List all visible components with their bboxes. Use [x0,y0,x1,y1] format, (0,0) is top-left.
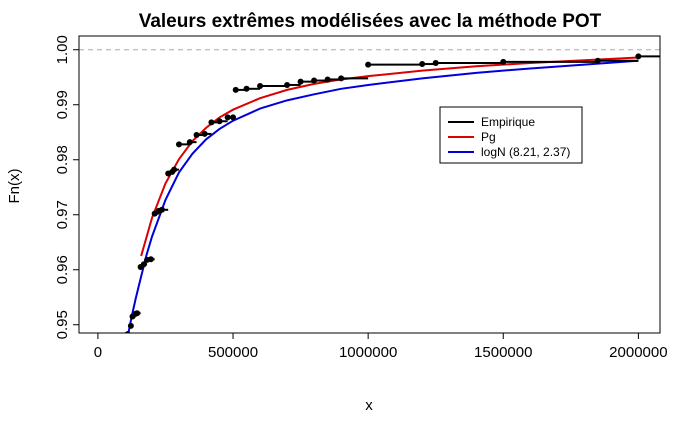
series-empirique-point [432,59,439,66]
series-empirique-point [297,78,304,85]
legend-label-logn: logN (8.21, 2.37) [481,145,570,159]
series-empirique-point [419,61,426,68]
x-tick-label: 2000000 [609,344,667,361]
series-empirique-point [124,331,131,333]
series-empirique-point [594,57,601,64]
series-empirique-point [175,141,182,148]
legend-box [439,106,583,164]
y-axis-label: Fn(x) [6,169,23,204]
chart-title: Valeurs extrêmes modélisées avec la méth… [139,11,602,32]
series-empirique-point [216,118,223,125]
y-axis: 0.95 0.96 0.97 0.98 0.99 1.00 [54,35,79,339]
x-axis: 0 500000 1000000 1500000 2000000 [94,333,668,361]
series-empirique-point [230,114,237,121]
series-empirique-point [127,322,134,329]
series-layer [124,53,660,333]
series-empirique-point [193,132,200,138]
series-empirique-point [635,53,642,60]
series-empirique-point [500,58,507,65]
series-empirique-point [140,261,147,268]
series-empirique-point [284,81,291,88]
legend: Empirique Pg logN (8.21, 2.37) [439,106,583,164]
series-empirique-point [171,166,178,173]
series-empirique-point [232,86,239,93]
x-tick-label: 0 [94,344,102,361]
legend-label-pg: Pg [481,130,496,144]
series-empirique-point [365,61,372,68]
series-empirique-point [311,77,318,84]
x-axis-label: x [365,397,373,414]
plot-frame [78,35,661,334]
y-tick-label: 0.99 [54,90,71,119]
y-tick-label: 0.95 [54,310,71,339]
y-tick-label: 0.97 [54,200,71,229]
series-pg-line [140,56,639,257]
x-tick-label: 1500000 [474,344,532,361]
series-empirique-point [158,206,165,213]
series-empirique-point [208,119,215,126]
x-tick-label: 500000 [208,344,258,361]
series-empirique-point [186,139,193,146]
series-empirique-point [201,130,208,137]
legend-label-empirique: Empirique [481,115,535,129]
series-empirique-point [134,310,141,317]
y-tick-label: 0.96 [54,255,71,284]
y-tick-label: 1.00 [54,35,71,64]
series-empirique-point [147,256,154,263]
series-empirique-point [338,75,345,82]
series-empirique-point [224,114,231,121]
series-logn-8-21-2-37-line [127,59,639,333]
series-empirique-point [243,85,250,92]
series-empirique-point [324,76,331,83]
y-tick-label: 0.98 [54,145,71,174]
x-tick-label: 1000000 [339,344,397,361]
series-empirique-point [257,83,264,90]
